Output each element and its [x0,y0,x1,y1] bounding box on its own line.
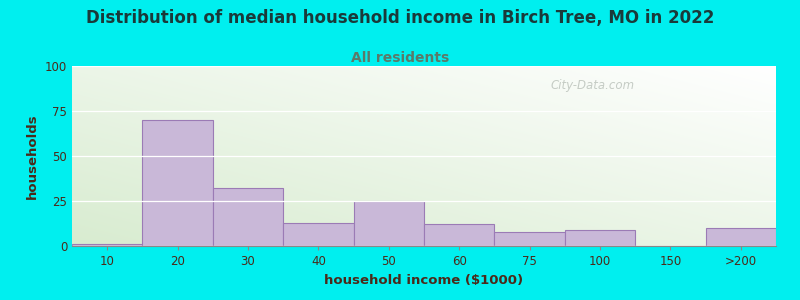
Bar [72,244,142,246]
Text: Distribution of median household income in Birch Tree, MO in 2022: Distribution of median household income … [86,9,714,27]
Bar [494,232,565,246]
X-axis label: household income ($1000): household income ($1000) [325,274,523,286]
Text: All residents: All residents [351,51,449,65]
Bar [424,224,494,246]
Text: City-Data.com: City-Data.com [550,79,635,92]
Bar [283,223,354,246]
Bar [142,120,213,246]
Y-axis label: households: households [26,113,39,199]
Bar [565,230,635,246]
Bar [354,201,424,246]
Bar [213,188,283,246]
Bar [706,228,776,246]
